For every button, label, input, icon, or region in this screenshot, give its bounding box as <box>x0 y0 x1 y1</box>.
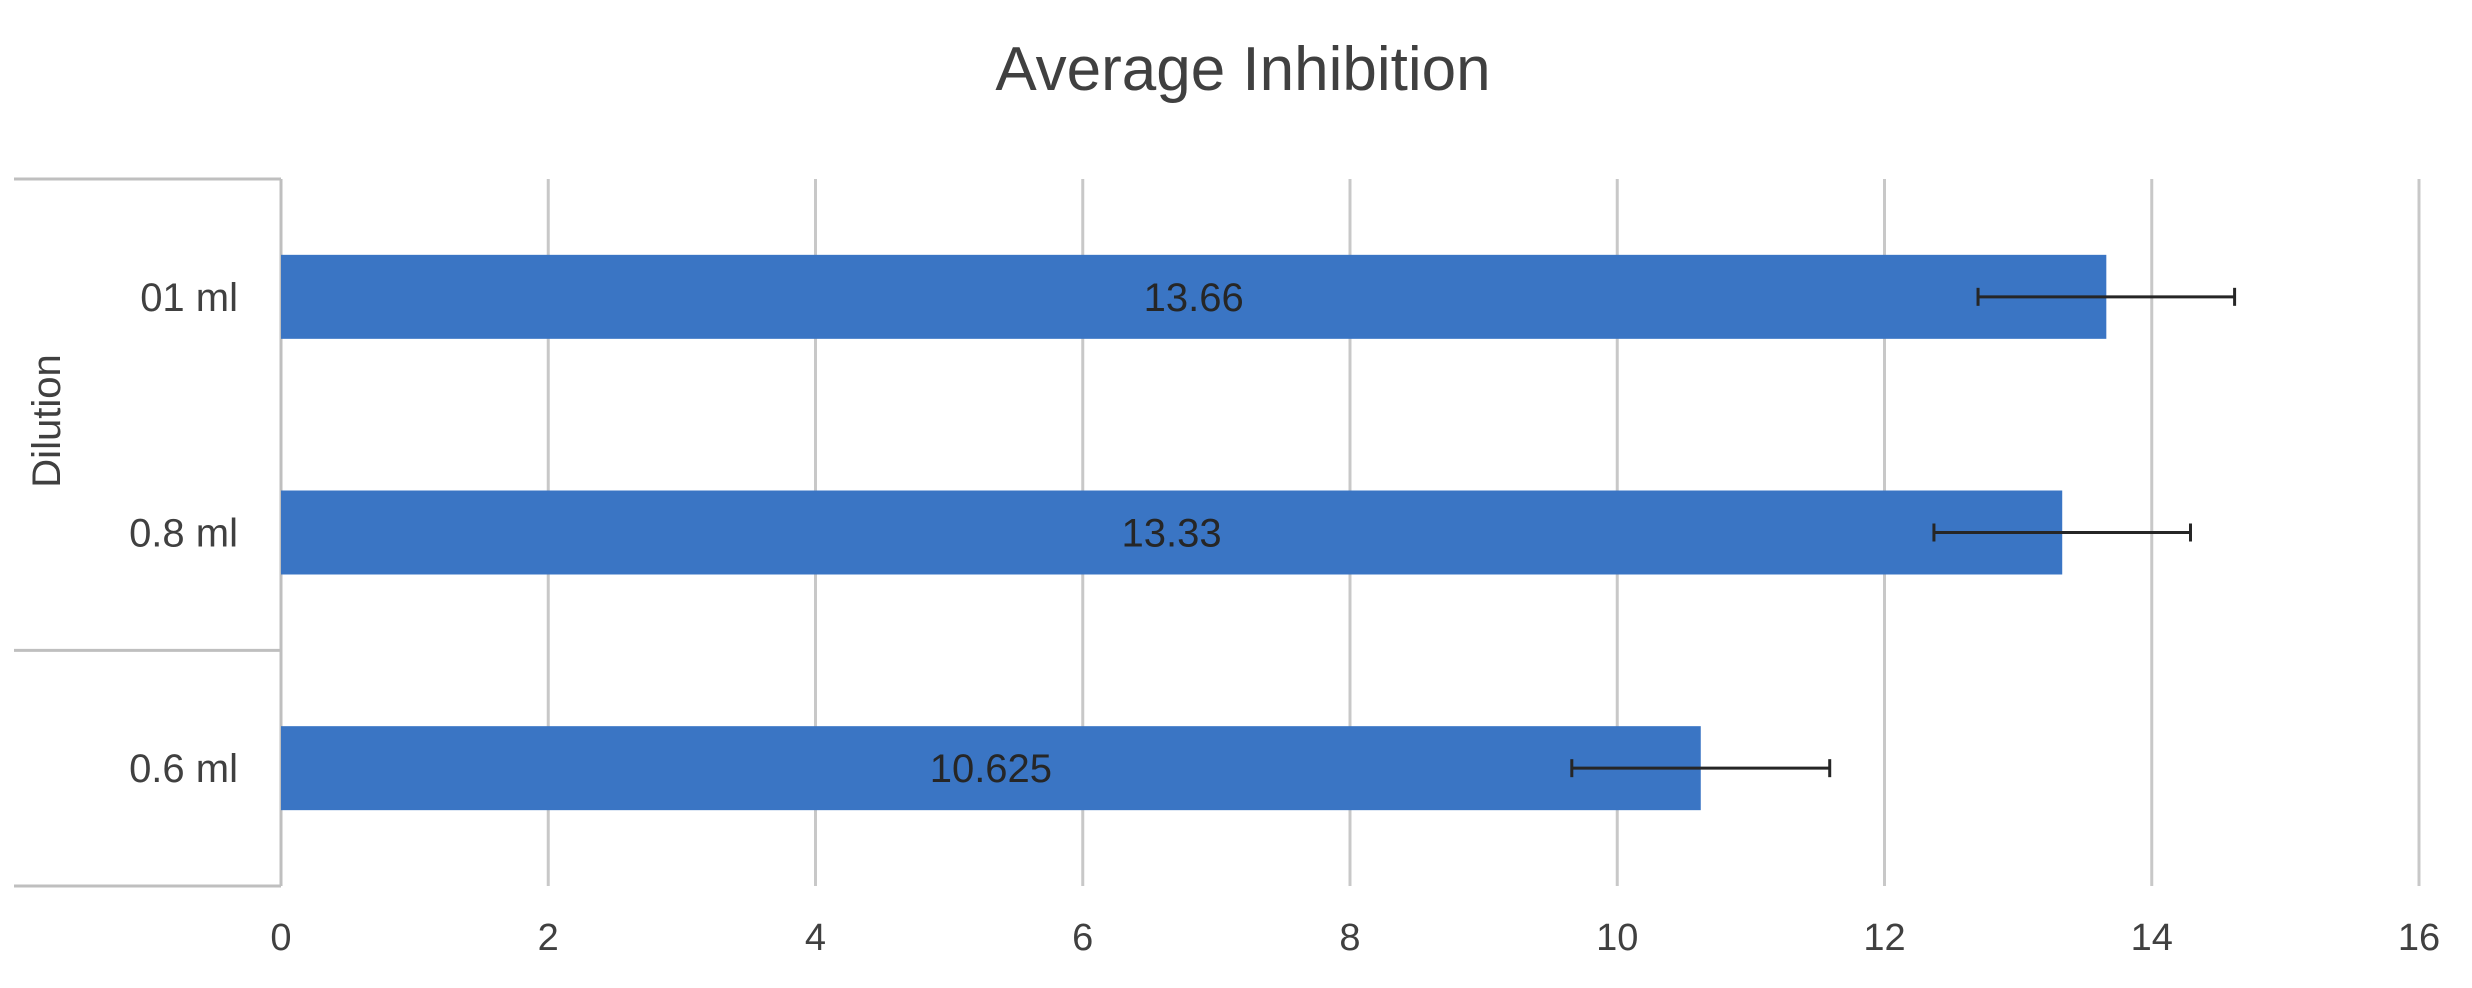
x-tick-label-8: 8 <box>1339 917 1360 959</box>
data-label-2: 13.33 <box>1122 512 1222 556</box>
x-tick-label-4: 4 <box>805 917 826 959</box>
chart-title: Average Inhibition <box>995 35 1490 104</box>
x-tick-label-14: 14 <box>2131 917 2173 959</box>
category-labels: 01 ml 0.8 ml 0.6 ml <box>129 276 238 791</box>
data-label-1: 13.66 <box>1144 276 1244 320</box>
bar-3 <box>281 726 1701 811</box>
data-label-3: 10.625 <box>930 747 1052 791</box>
category-label-1: 01 ml <box>140 276 238 320</box>
category-label-3: 0.6 ml <box>129 747 238 791</box>
y-axis-title: Dilution <box>25 354 69 487</box>
x-tick-label-0: 0 <box>270 917 291 959</box>
x-tick-label-2: 2 <box>538 917 559 959</box>
data-labels: 13.66 13.33 10.625 <box>930 276 1244 791</box>
category-label-2: 0.8 ml <box>129 512 238 556</box>
bar-2 <box>281 490 2063 575</box>
x-tick-label-6: 6 <box>1072 917 1093 959</box>
error-bars <box>1570 287 2237 778</box>
x-axis-ticks: 0 2 4 6 8 10 12 14 16 <box>270 917 2440 959</box>
bar-1 <box>281 254 2107 339</box>
bars <box>281 254 2107 811</box>
x-tick-label-10: 10 <box>1596 917 1638 959</box>
x-tick-label-16: 16 <box>2398 917 2440 959</box>
x-tick-label-12: 12 <box>1863 917 1905 959</box>
